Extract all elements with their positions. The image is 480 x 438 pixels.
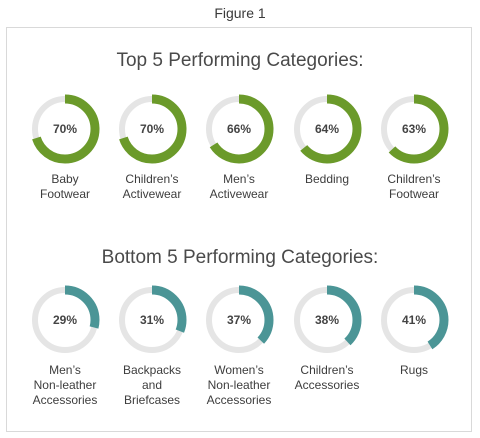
category-label: Women’s Non-leather Accessories [189, 363, 289, 408]
donut-chart: 63% [379, 94, 449, 164]
category-label-line: Briefcases [123, 393, 181, 407]
percent-label: 41% [402, 313, 426, 327]
category-label: Children’s Footwear [364, 172, 464, 202]
donut-arc [30, 285, 100, 355]
chart-panel [6, 27, 472, 432]
category-label: Backpacks and Briefcases [102, 363, 202, 408]
donut-arc [117, 94, 187, 164]
category-label-line: Children’s [387, 172, 441, 186]
percent-label: 64% [315, 122, 339, 136]
category-label-line: Children’s [125, 172, 179, 186]
category-label-line: Non-leather [207, 378, 271, 392]
category-label-line: Footwear [39, 187, 91, 201]
donut-chart: 64% [292, 94, 362, 164]
category-label: Children’s Activewear [102, 172, 202, 202]
percent-label: 31% [140, 313, 164, 327]
donut-chart: 37% [204, 285, 274, 355]
donut-item: 63% Children’s Footwear [364, 92, 464, 202]
percent-label: 66% [227, 122, 251, 136]
category-label-line: Footwear [388, 187, 440, 201]
donut-item: 31% Backpacks and Briefcases [102, 283, 202, 408]
category-label: Children’s Accessories [277, 363, 377, 393]
category-label-line: Men’s [223, 172, 255, 186]
donut-chart: 38% [292, 285, 362, 355]
donut-chart: 29% [30, 285, 100, 355]
percent-label: 70% [140, 122, 164, 136]
donut-chart: 31% [117, 285, 187, 355]
percent-label: 37% [227, 313, 251, 327]
category-label-line: Baby [51, 172, 79, 186]
top-categories-row: 70% Baby Footwear 70% Children’s Activewear 66… [0, 92, 480, 232]
category-label-line: and [141, 378, 163, 392]
category-label-line: Bedding [304, 172, 350, 186]
category-label-line: Children’s [300, 363, 354, 377]
category-label: Men’s Activewear [189, 172, 289, 202]
donut-chart: 41% [379, 285, 449, 355]
donut-arc [379, 285, 449, 355]
category-label: Bedding [277, 172, 377, 187]
category-label-line: Accessories [206, 393, 272, 407]
donut-chart: 70% [30, 94, 100, 164]
category-label: Men’s Non-leather Accessories [15, 363, 115, 408]
donut-item: 64% Bedding [277, 92, 377, 187]
bottom-categories-title: Bottom 5 Performing Categories: [101, 247, 379, 268]
percent-label: 29% [53, 313, 77, 327]
donut-item: 37% Women’s Non-leather Accessories [189, 283, 289, 408]
category-label-line: Accessories [294, 378, 360, 392]
donut-arc [292, 285, 362, 355]
donut-item: 29% Men’s Non-leather Accessories [15, 283, 115, 408]
donut-chart: 70% [117, 94, 187, 164]
category-label-line: Men’s [49, 363, 81, 377]
donut-arc [204, 285, 274, 355]
donut-item: 70% Children’s Activewear [102, 92, 202, 202]
bottom-categories-row: 29% Men’s Non-leather Accessories 31% Backpac… [0, 283, 480, 423]
category-label: Rugs [364, 363, 464, 378]
category-label-line: Accessories [32, 393, 98, 407]
category-label-line: Activewear [122, 187, 182, 201]
donut-item: 41% Rugs [364, 283, 464, 378]
top-categories-title: Top 5 Performing Categories: [116, 50, 364, 71]
donut-arc [292, 94, 362, 164]
donut-item: 70% Baby Footwear [15, 92, 115, 202]
donut-item: 66% Men’s Activewear [189, 92, 289, 202]
category-label-line: Backpacks [122, 363, 182, 377]
category-label-line: Women’s [214, 363, 264, 377]
category-label-line: Rugs [399, 363, 428, 377]
donut-item: 38% Children’s Accessories [277, 283, 377, 393]
percent-label: 38% [315, 313, 339, 327]
donut-arc [117, 285, 187, 355]
donut-arc [379, 94, 449, 164]
percent-label: 63% [402, 122, 426, 136]
donut-chart: 66% [204, 94, 274, 164]
category-label: Baby Footwear [15, 172, 115, 202]
category-label-line: Non-leather [33, 378, 97, 392]
donut-arc [30, 94, 100, 164]
figure-caption: Figure 1 [214, 5, 266, 21]
category-label-line: Activewear [209, 187, 269, 201]
donut-arc [204, 94, 274, 164]
percent-label: 70% [53, 122, 77, 136]
